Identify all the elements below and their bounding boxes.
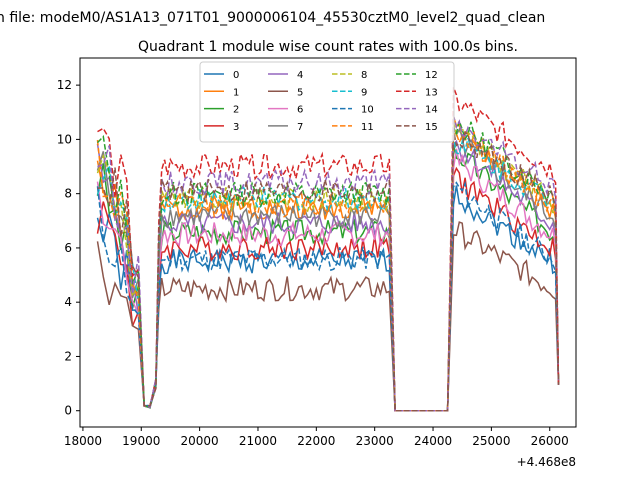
plot-frame: [79, 57, 577, 428]
y-tick-label: 12: [57, 78, 72, 92]
legend-label-12: 12: [425, 70, 438, 81]
legend-label-7: 7: [297, 122, 303, 133]
y-tick-label: 6: [64, 241, 72, 255]
y-tick-label: 10: [57, 132, 72, 146]
series-line-11: [96, 132, 560, 412]
legend-label-11: 11: [361, 122, 374, 133]
legend-box: [199, 61, 455, 143]
y-tick-label: 0: [64, 404, 72, 418]
legend-label-1: 1: [233, 87, 239, 98]
x-tick-label: 25000: [472, 434, 510, 448]
legend-label-10: 10: [361, 105, 374, 116]
x-tick-label: 23000: [356, 434, 394, 448]
x-tick-label: 21000: [239, 434, 277, 448]
series-line-14: [97, 115, 560, 412]
x-offset-label: +4.468e8: [517, 455, 576, 469]
series-line-0: [96, 185, 560, 412]
legend-label-14: 14: [425, 105, 438, 116]
legend-label-8: 8: [361, 70, 367, 81]
series-line-13: [97, 87, 560, 412]
x-axis: 18000 19000 20000 21000 22000 23000 24000 25000…: [64, 427, 569, 448]
y-tick-label: 2: [64, 349, 72, 363]
legend-label-15: 15: [425, 122, 438, 133]
x-tick-label: 18000: [64, 434, 102, 448]
legend-label-6: 6: [297, 105, 303, 116]
x-tick-label: 26000: [531, 434, 569, 448]
series-line-2: [96, 144, 560, 412]
legend-label-13: 13: [425, 87, 438, 98]
x-tick-label: 19000: [122, 434, 160, 448]
y-tick-label: 4: [64, 295, 72, 309]
series-line-6: [96, 148, 560, 412]
series-line-12: [96, 118, 560, 412]
y-axis: 0 2 4 6 8 10 12: [57, 78, 80, 418]
plot-lines: [96, 87, 560, 412]
series-line-10: [96, 180, 560, 412]
y-tick-label: 8: [64, 187, 72, 201]
legend-label-0: 0: [233, 70, 239, 81]
legend-label-3: 3: [233, 122, 239, 133]
series-line-3: [96, 166, 560, 412]
chart-title: Quadrant 1 module wise count rates with …: [138, 39, 518, 55]
legend-label-4: 4: [297, 70, 303, 81]
x-tick-label: 24000: [414, 434, 452, 448]
legend-label-9: 9: [361, 87, 367, 98]
legend-label-5: 5: [297, 87, 303, 98]
series-line-5: [96, 221, 560, 412]
figure-suptitle: n file: modeM0/AS1A13_071T01_9000006104_…: [0, 10, 545, 26]
x-tick-label: 22000: [297, 434, 335, 448]
series-line-9: [96, 136, 560, 412]
legend-label-2: 2: [233, 105, 239, 116]
series-line-1: [96, 116, 560, 412]
x-tick-label: 20000: [181, 434, 219, 448]
